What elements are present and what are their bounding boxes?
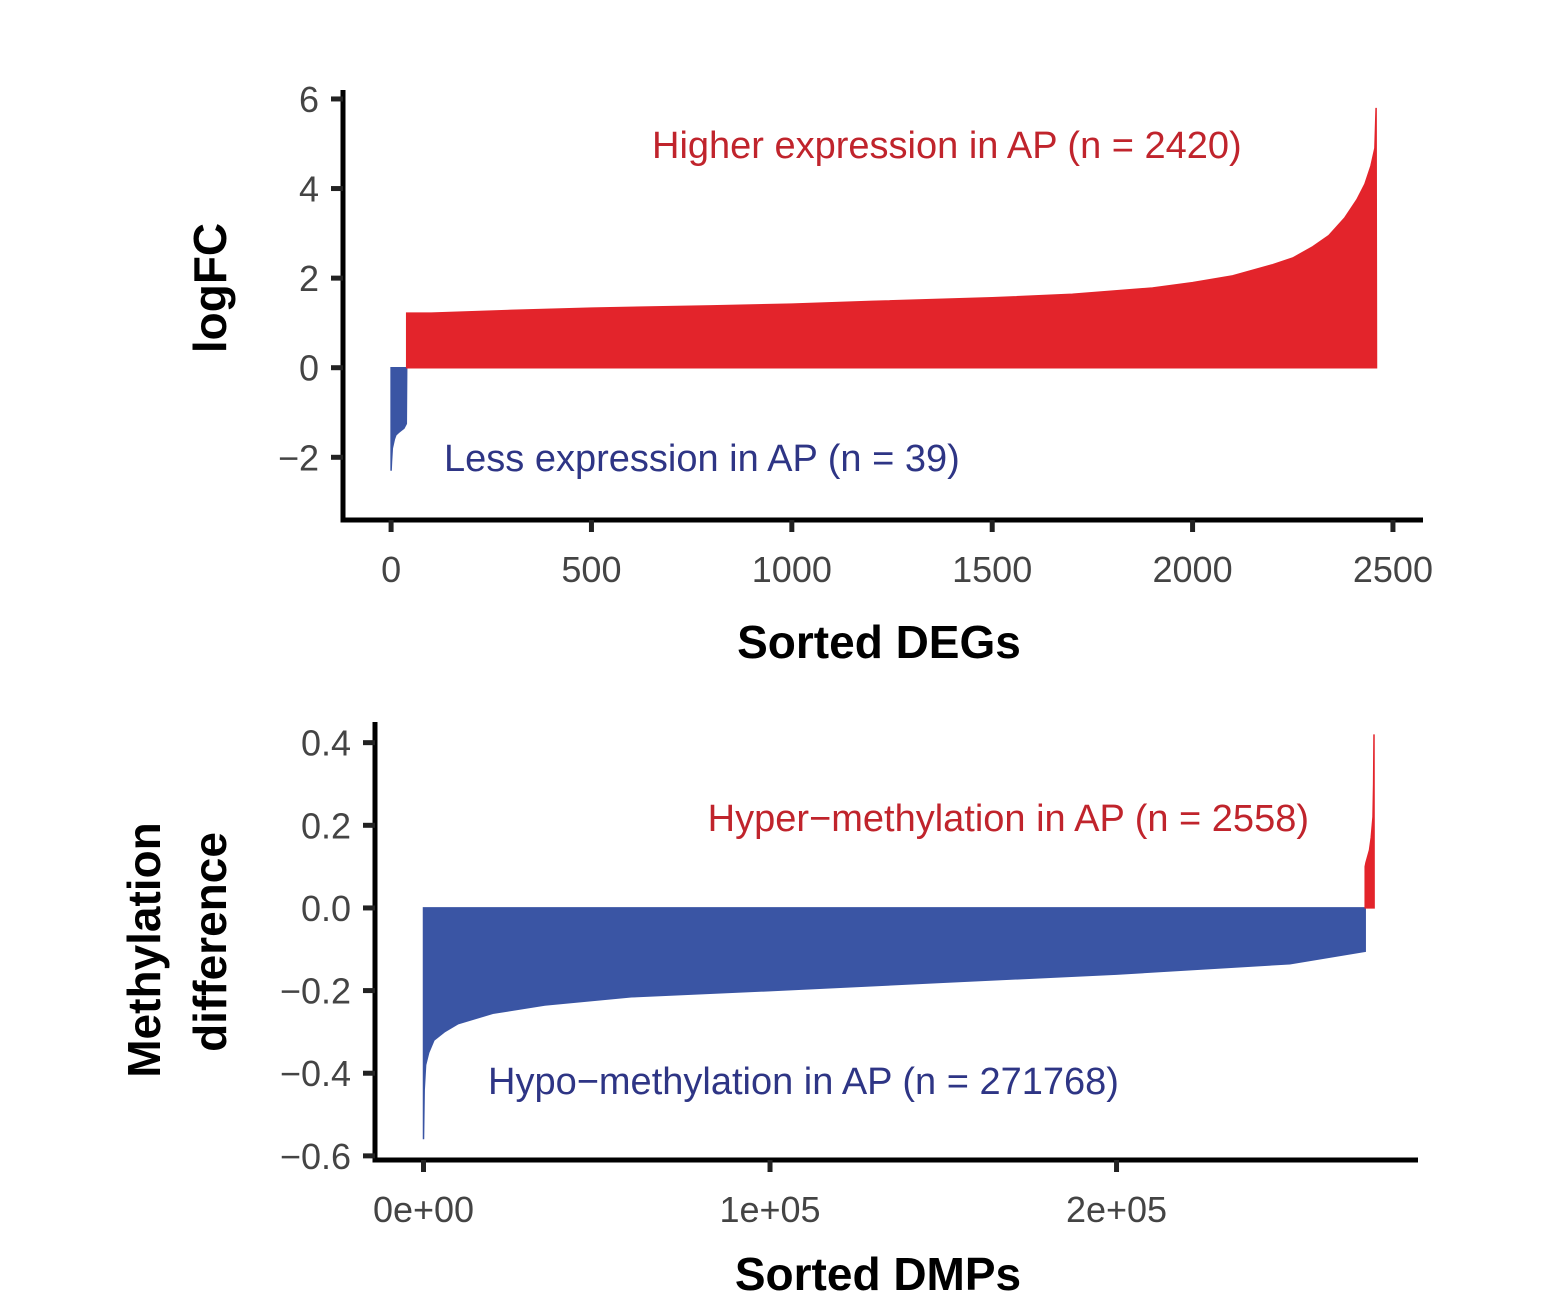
deg-y-tick-label: 6	[299, 79, 319, 120]
deg-series-positive-area	[405, 107, 1378, 369]
dmp-y-tick-label: −0.4	[280, 1053, 351, 1094]
deg-x-tick-label: 500	[561, 549, 621, 590]
deg-x-tick-label: 1000	[752, 549, 832, 590]
deg-y-tick-label: 4	[299, 169, 319, 210]
dmp-y-tick-label: 0.2	[301, 805, 351, 846]
dmp-y-axis-title-line1: Methylation	[118, 822, 170, 1078]
dmp-y-tick-label: 0.0	[301, 888, 351, 929]
dmp-x-tick-label: 2e+05	[1066, 1189, 1167, 1230]
dmp-series-positive-area	[1364, 734, 1375, 909]
deg-panel: 6 4 2 0 −2 0 500 1000 1500 2000 2500 Higher expres…	[184, 79, 1433, 668]
deg-x-tick-label: 1500	[952, 549, 1032, 590]
deg-less-annotation: Less expression in AP (n = 39)	[444, 438, 960, 480]
deg-series-negative-area	[390, 366, 408, 471]
dmp-panel: 0.4 0.2 0.0 −0.2 −0.4 −0.6 0e+00 1e+05 2e+05 Hyp…	[118, 722, 1418, 1300]
deg-y-axis-title: logFC	[184, 223, 236, 353]
deg-higher-annotation: Higher expression in AP (n = 2420)	[652, 125, 1242, 167]
dmp-x-tick-label: 1e+05	[719, 1189, 820, 1230]
dmp-hypo-annotation: Hypo−methylation in AP (n = 271768)	[488, 1061, 1119, 1103]
dmp-ticks: 0.4 0.2 0.0 −0.2 −0.4 −0.6 0e+00 1e+05 2e+05	[280, 723, 1167, 1230]
dmp-y-tick-label: −0.2	[280, 971, 351, 1012]
dmp-y-axis-title-line2: difference	[184, 832, 236, 1052]
deg-ticks: 6 4 2 0 −2 0 500 1000 1500 2000 2500	[278, 79, 1433, 590]
deg-y-tick-label: 0	[299, 348, 319, 389]
dmp-x-axis-title: Sorted DMPs	[735, 1248, 1021, 1300]
deg-x-tick-label: 2000	[1153, 549, 1233, 590]
dmp-y-tick-label: −0.6	[280, 1136, 351, 1177]
deg-axes	[340, 90, 1423, 523]
dmp-area-group	[422, 734, 1375, 1140]
dmp-axes	[372, 722, 1418, 1163]
deg-y-tick-label: −2	[278, 437, 319, 478]
dmp-series-negative-area	[422, 907, 1366, 1140]
dmp-hyper-annotation: Hyper−methylation in AP (n = 2558)	[708, 798, 1309, 840]
dmp-x-tick-label: 0e+00	[373, 1189, 474, 1230]
deg-x-tick-label: 0	[381, 549, 401, 590]
deg-x-tick-label: 2500	[1353, 549, 1433, 590]
deg-y-tick-label: 2	[299, 258, 319, 299]
deg-area-group	[390, 107, 1378, 471]
dmp-y-tick-label: 0.4	[301, 723, 351, 764]
deg-x-axis-title: Sorted DEGs	[737, 616, 1021, 668]
